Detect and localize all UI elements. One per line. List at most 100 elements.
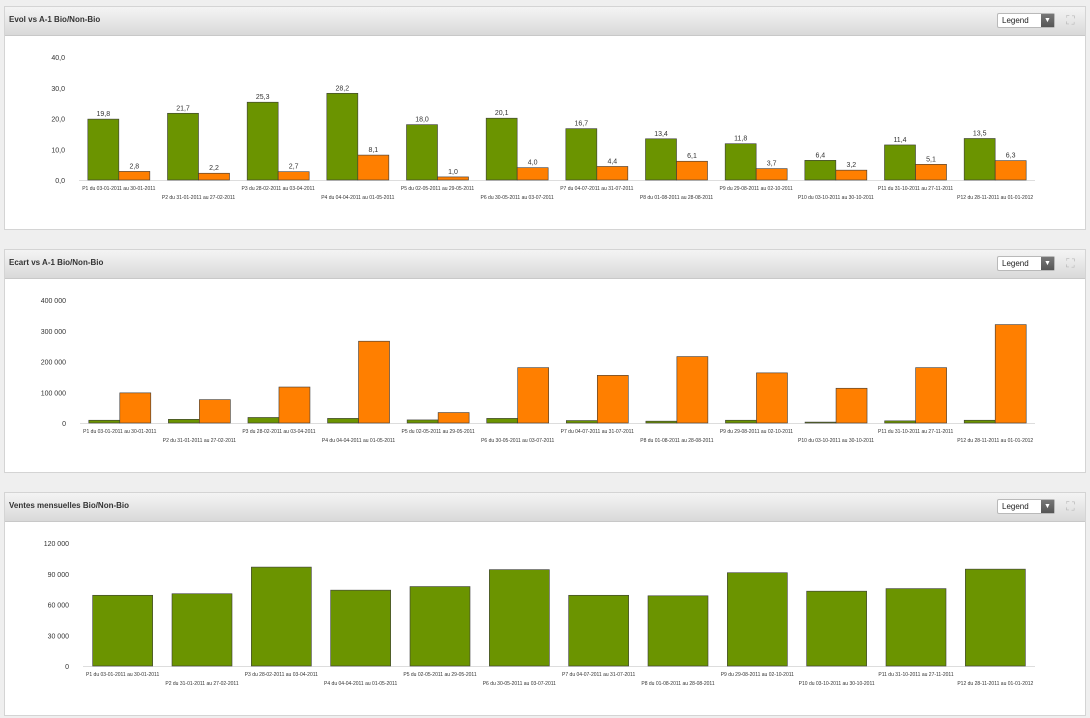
y-tick-label: 100 000 [41, 390, 66, 397]
bar [994, 160, 1027, 181]
x-tick-label: P11 du 31-10-2011 au 27-11-2011 [878, 186, 953, 192]
y-tick-label: 0,0 [55, 178, 65, 185]
data-label: 21,7 [176, 105, 190, 112]
panel-header: Ventes mensuelles Bio/Non-Bio Legend ▼ ⛶ [5, 493, 1085, 522]
data-label: 11,4 [893, 137, 906, 144]
bar [885, 588, 947, 667]
bar [963, 419, 996, 424]
data-label: 5,1 [926, 156, 936, 163]
bar [327, 418, 359, 424]
y-tick-label: 20,0 [51, 117, 65, 124]
chevron-down-icon[interactable]: ▼ [1041, 257, 1054, 270]
expand-icon[interactable]: ⛶ [1066, 256, 1075, 270]
bar [199, 399, 231, 424]
x-tick-label: P9 du 29-08-2011 au 02-10-2011 [720, 186, 793, 192]
x-tick-label: P8 du 01-08-2011 au 28-08-2011 [640, 438, 713, 444]
bar [486, 418, 519, 424]
bar [88, 419, 121, 424]
y-tick-label: 0 [62, 421, 66, 428]
data-label: 6,3 [1006, 153, 1016, 160]
data-label: 13,4 [654, 131, 668, 138]
y-tick-label: 90 000 [48, 572, 70, 579]
bar [565, 420, 598, 424]
bar-chart-evol: 0,0 10,0 20,0 30,0 40,0 19,8 21,7 25,3 28,2 18,0 2… [51, 55, 1035, 201]
data-label: 3,7 [767, 161, 777, 168]
x-tick-label: P6 du 30-05-2011 au 03-07-2011 [481, 438, 554, 444]
bar [676, 356, 709, 424]
chevron-down-icon[interactable]: ▼ [1041, 500, 1054, 513]
bar [804, 160, 837, 181]
bar [247, 417, 280, 424]
bar [406, 419, 439, 424]
data-label: 3,2 [846, 162, 856, 169]
legend-dropdown[interactable]: Legend ▼ [997, 13, 1055, 28]
bar [517, 367, 550, 424]
x-tick-label: P2 du 31-01-2011 au 27-02-2011 [165, 681, 238, 687]
bar [884, 420, 916, 424]
bar [756, 372, 788, 424]
bar [171, 593, 233, 667]
panel-header: Ecart vs A-1 Bio/Non-Bio Legend ▼ ⛶ [5, 250, 1085, 279]
bar [92, 594, 153, 667]
data-label: 4,0 [528, 160, 538, 167]
bar [994, 324, 1027, 424]
x-tick-label: P2 du 31-01-2011 au 27-02-2011 [163, 438, 236, 444]
bar [915, 164, 947, 181]
x-tick-label: P10 du 03-10-2011 au 30-10-2011 [798, 195, 874, 201]
x-tick-label: P12 du 28-11-2011 au 01-01-2012 [957, 195, 1033, 201]
bar [965, 568, 1026, 667]
x-tick-label: P11 du 31-10-2011 au 27-11-2011 [878, 672, 953, 678]
bar [409, 586, 471, 667]
data-label: 2,2 [209, 165, 219, 172]
x-tick-label: P6 du 30-05-2011 au 03-07-2011 [481, 195, 554, 201]
legend-dropdown-label: Legend [1002, 502, 1029, 511]
bar [516, 167, 549, 181]
data-label: 2,8 [129, 163, 139, 170]
legend-dropdown[interactable]: Legend ▼ [997, 256, 1055, 271]
data-label: 4,4 [607, 158, 617, 165]
bar [330, 589, 391, 667]
chevron-down-icon[interactable]: ▼ [1041, 14, 1054, 27]
expand-icon[interactable]: ⛶ [1066, 13, 1075, 27]
y-tick-label: 30 000 [48, 633, 70, 640]
data-label: 25,3 [256, 94, 270, 101]
panel-title: Ecart vs A-1 Bio/Non-Bio [9, 258, 104, 267]
y-tick-label: 120 000 [44, 541, 69, 548]
bar [119, 392, 152, 424]
bar [647, 595, 709, 667]
x-tick-label: P4 du 04-04-2011 au 01-05-2011 [321, 195, 394, 201]
x-tick-label: P8 du 01-08-2011 au 28-08-2011 [641, 681, 714, 687]
bar [118, 171, 151, 181]
data-label: 18,0 [415, 117, 429, 124]
bar [884, 144, 916, 181]
panel-title: Evol vs A-1 Bio/Non-Bio [9, 15, 101, 24]
legend-dropdown[interactable]: Legend ▼ [997, 499, 1055, 514]
bar [963, 138, 996, 181]
data-label: 28,2 [336, 85, 350, 92]
bar [727, 572, 788, 667]
expand-icon[interactable]: ⛶ [1066, 499, 1075, 513]
bar [835, 387, 868, 424]
bar [357, 154, 390, 181]
x-tick-label: P11 du 31-10-2011 au 27-11-2011 [878, 429, 953, 435]
x-tick-label: P9 du 29-08-2011 au 02-10-2011 [720, 429, 793, 435]
x-tick-label: P5 du 02-05-2011 au 29-05-2011 [401, 186, 474, 192]
bar [489, 569, 550, 667]
x-tick-label: P12 du 28-11-2011 au 01-01-2012 [957, 438, 1033, 444]
bar [645, 138, 677, 181]
x-tick-label: P2 du 31-01-2011 au 27-02-2011 [162, 195, 235, 201]
bar-chart-ventes: 0 30 000 60 000 90 000 120 000 P1 du 03-01-20… [44, 541, 1035, 687]
x-tick-label: P1 du 03-01-2011 au 30-01-2011 [83, 429, 156, 435]
x-tick-label: P7 du 04-07-2011 au 31-07-2011 [562, 672, 635, 678]
data-label: 6,1 [687, 153, 697, 160]
x-tick-label: P3 du 28-02-2011 au 03-04-2011 [245, 672, 318, 678]
bar [437, 176, 469, 181]
data-label: 2,7 [289, 164, 299, 171]
x-tick-label: P10 du 03-10-2011 au 30-10-2011 [799, 681, 875, 687]
y-tick-label: 30,0 [51, 86, 65, 93]
bar [645, 420, 678, 424]
panel-title: Ventes mensuelles Bio/Non-Bio [9, 501, 130, 510]
bar [251, 566, 312, 667]
y-tick-label: 400 000 [41, 298, 66, 305]
data-label: 13,5 [973, 130, 987, 137]
